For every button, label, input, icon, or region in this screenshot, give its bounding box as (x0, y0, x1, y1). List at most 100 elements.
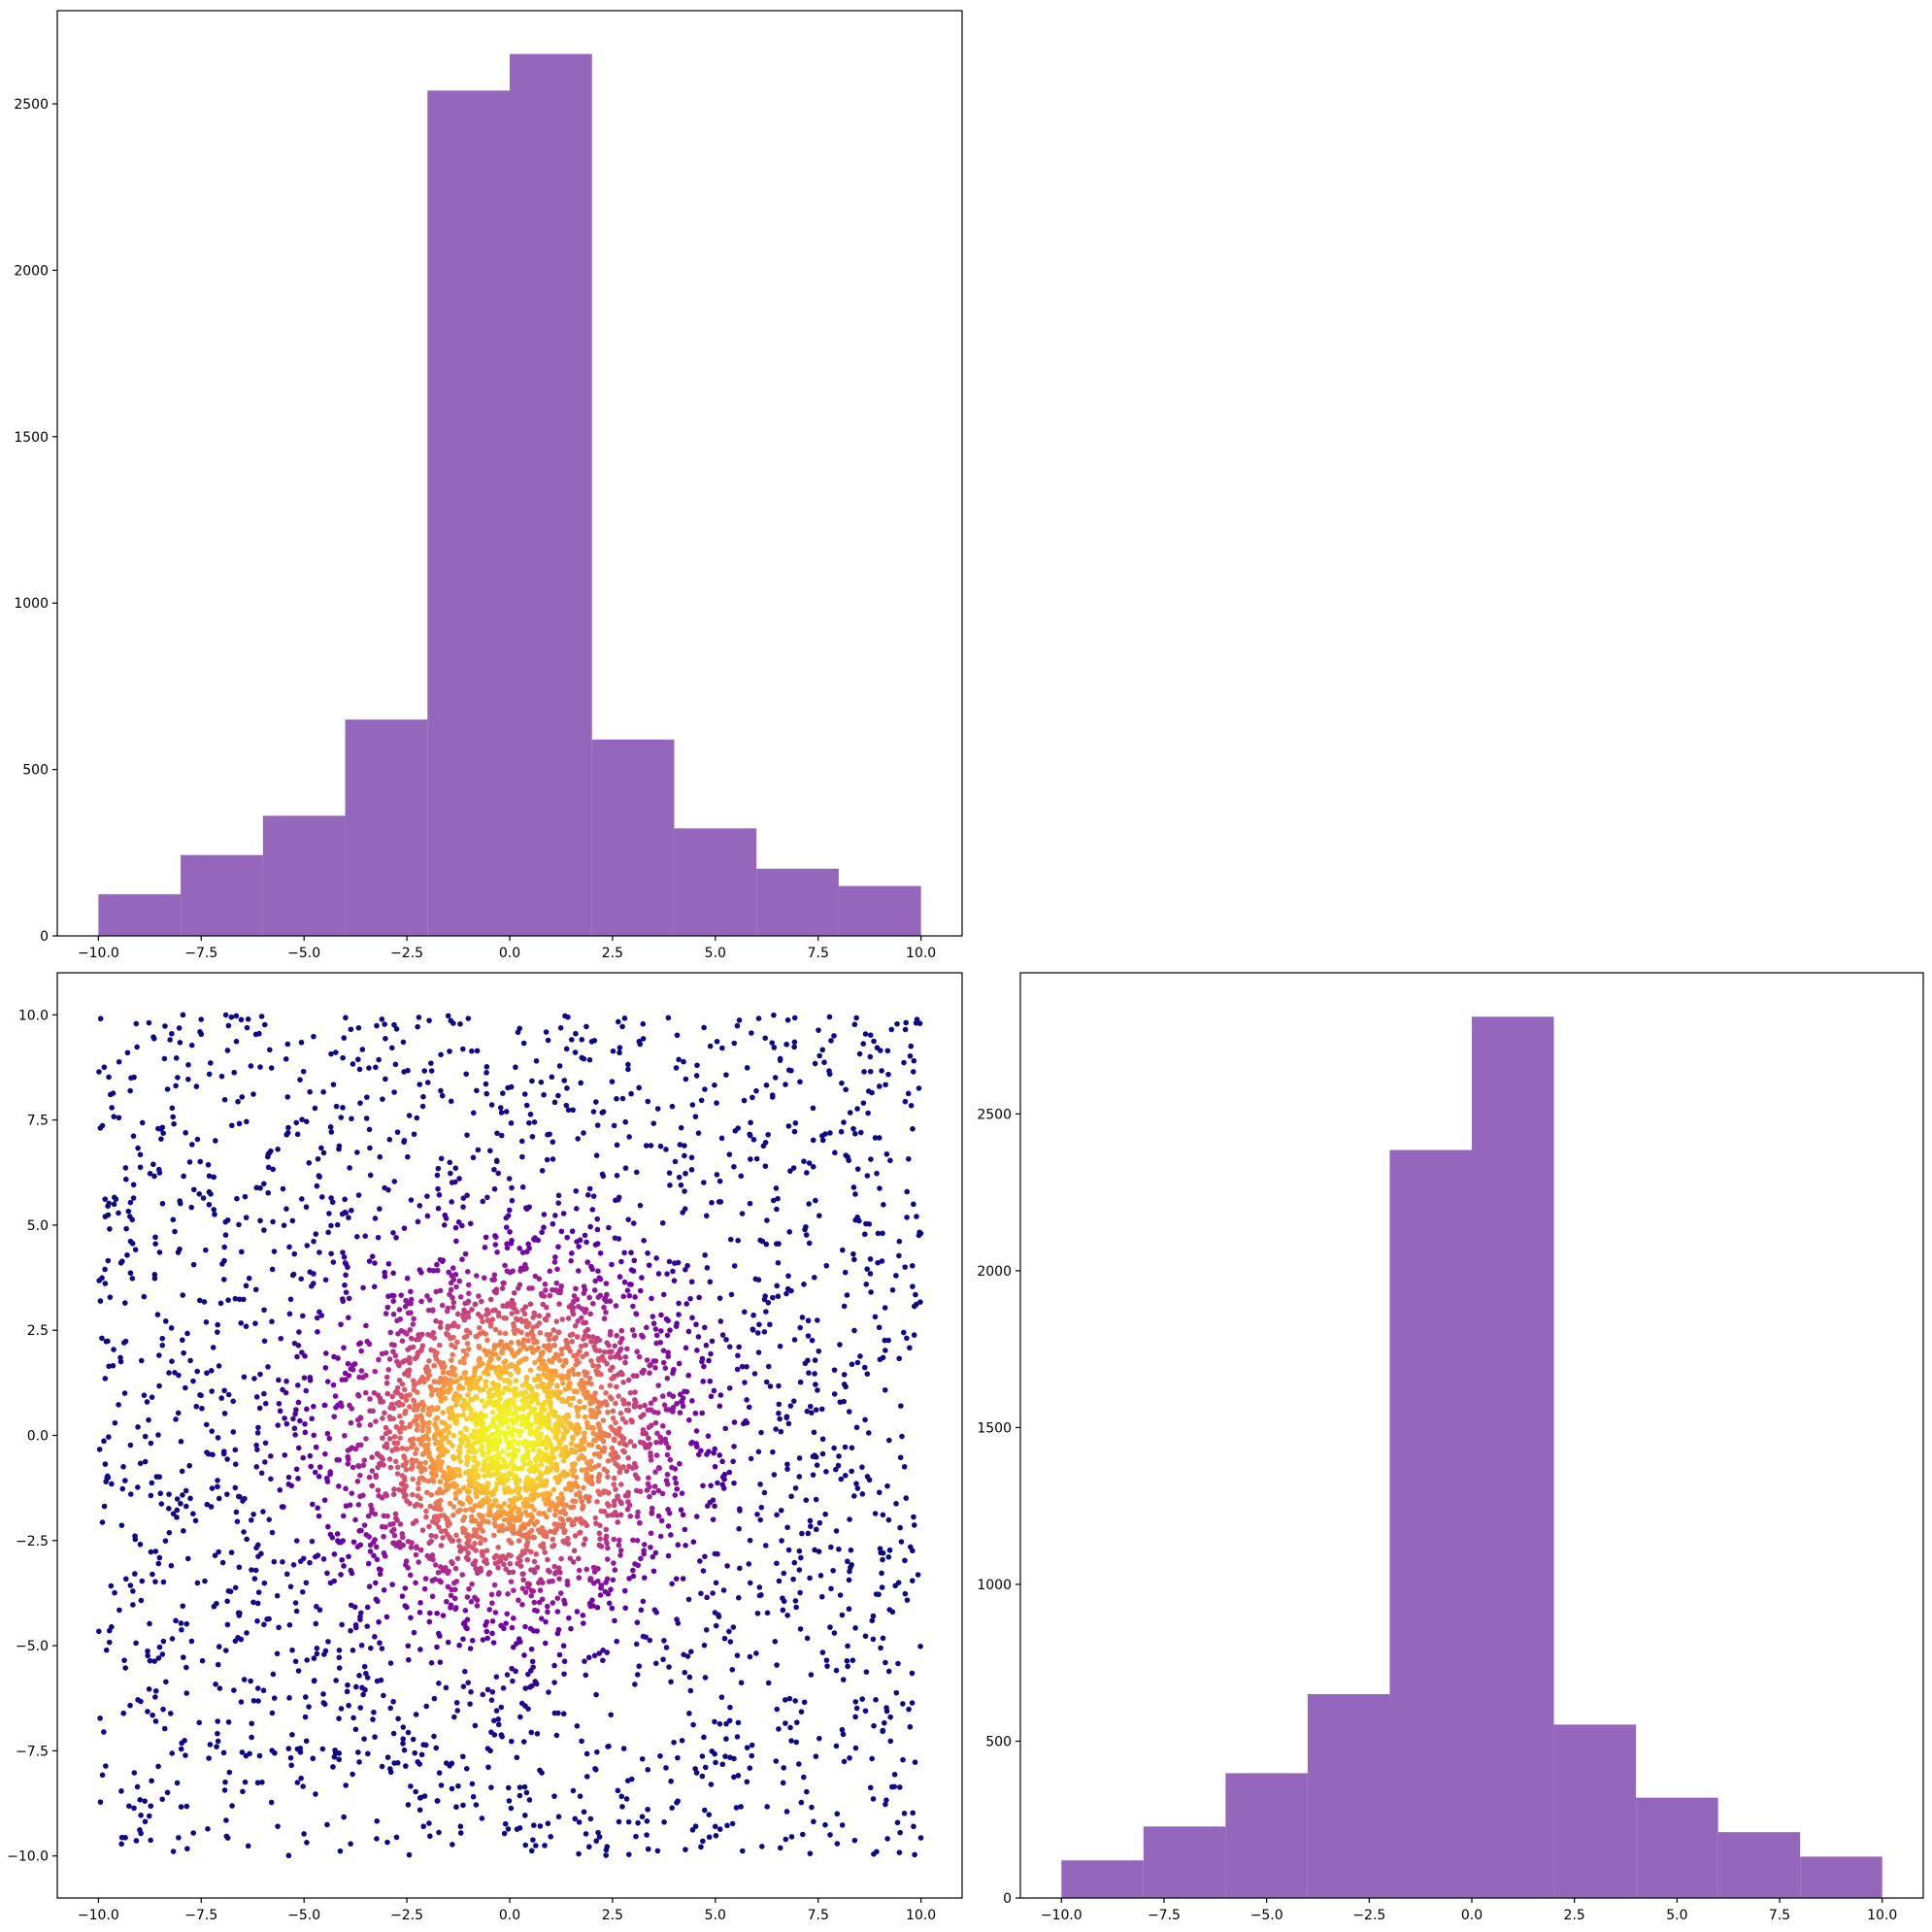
scatter-point (110, 1362, 117, 1369)
scatter-point (470, 1507, 476, 1514)
scatter-point (522, 1685, 529, 1691)
scatter-point (492, 1498, 499, 1504)
scatter-point (506, 1537, 513, 1544)
scatter-point (222, 1012, 229, 1018)
scatter-point (528, 1345, 535, 1351)
scatter-point (772, 1075, 779, 1081)
scatter-point (535, 1400, 542, 1407)
scatter-point (111, 1114, 117, 1119)
scatter-point (461, 1668, 468, 1675)
scatter-point (307, 1452, 314, 1459)
scatter-point (346, 1456, 351, 1462)
scatter-point (638, 1607, 645, 1614)
scatter-point (449, 1357, 454, 1363)
scatter-point (784, 1016, 791, 1023)
scatter-point (476, 1345, 483, 1350)
scatter-point (625, 1061, 631, 1068)
scatter-point (401, 1225, 408, 1231)
scatter-point (222, 1232, 229, 1238)
scatter-point (720, 1587, 727, 1593)
scatter-point (723, 1072, 729, 1078)
scatter-point (784, 1613, 790, 1618)
scatter-point (560, 1434, 566, 1441)
scatter-point (668, 1532, 674, 1538)
scatter-point (556, 1063, 563, 1069)
scatter-point (487, 1512, 494, 1518)
scatter-point (893, 1273, 899, 1279)
scatter-point (626, 1463, 632, 1470)
scatter-point (637, 1041, 644, 1048)
scatter-point (320, 1088, 326, 1095)
scatter-point (129, 1240, 136, 1247)
scatter-point (224, 1456, 230, 1462)
scatter-point (529, 1133, 536, 1140)
scatter-point (372, 1260, 378, 1266)
scatter-point (339, 1621, 345, 1628)
scatter-point (545, 1374, 550, 1381)
scatter-point (555, 1394, 561, 1401)
scatter-point (774, 1706, 781, 1713)
scatter-point (174, 1780, 181, 1786)
scatter-point (349, 1207, 354, 1214)
scatter-point (374, 1556, 381, 1563)
scatter-point (250, 1511, 256, 1517)
scatter-point (593, 1838, 600, 1845)
scatter-point (288, 1762, 294, 1769)
scatter-point (606, 1224, 612, 1231)
scatter-point (556, 1473, 563, 1480)
scatter-point (902, 1098, 909, 1105)
scatter-point (865, 1430, 872, 1436)
scatter-point (500, 1553, 506, 1559)
scatter-point (130, 1588, 136, 1594)
scatter-point (379, 1494, 385, 1501)
scatter-point (155, 1432, 161, 1438)
scatter-point (716, 1295, 723, 1301)
scatter-point (771, 1045, 778, 1050)
scatter-point (311, 1033, 316, 1040)
scatter-point (559, 1380, 566, 1386)
scatter-point (567, 1555, 574, 1561)
scatter-point (649, 1295, 654, 1302)
scatter-point (781, 1765, 786, 1771)
scatter-point (440, 1535, 446, 1541)
scatter-point (639, 1755, 646, 1762)
scatter-point (416, 1460, 423, 1467)
scatter-point (791, 1128, 798, 1135)
scatter-point (553, 1526, 560, 1532)
scatter-point (546, 1368, 552, 1375)
scatter-point (512, 1330, 517, 1337)
scatter-point (748, 1156, 753, 1162)
scatter-point (480, 1637, 486, 1643)
scatter-point (282, 1451, 288, 1458)
scatter-point (342, 1282, 348, 1288)
scatter-point (709, 1199, 715, 1206)
scatter-point (809, 1804, 815, 1811)
scatter-point (572, 1322, 579, 1329)
scatter-point (438, 1441, 445, 1448)
scatter-point (712, 1823, 718, 1830)
scatter-point (499, 1349, 505, 1356)
scatter-point (544, 1156, 550, 1163)
scatter-point (390, 1270, 396, 1277)
scatter-point (397, 1429, 403, 1435)
scatter-point (640, 1598, 647, 1605)
scatter-point (384, 1754, 391, 1760)
scatter-point (403, 1763, 409, 1769)
scatter-point (257, 1217, 263, 1224)
scatter-point (438, 1087, 444, 1094)
scatter-point (648, 1143, 654, 1149)
scatter-point (690, 1539, 697, 1545)
scatter-point (792, 1484, 799, 1491)
scatter-point (487, 1296, 494, 1303)
scatter-point (726, 1469, 733, 1476)
scatter-point (659, 1490, 666, 1497)
scatter-point (513, 1668, 518, 1675)
scatter-point (665, 1552, 672, 1559)
scatter-point (817, 1573, 824, 1579)
scatter-point (322, 1365, 329, 1371)
scatter-point (661, 1402, 668, 1408)
scatter-point (433, 1745, 440, 1751)
scatter-point (212, 1212, 217, 1217)
scatter-point (269, 1266, 276, 1273)
scatter-point (678, 1124, 684, 1131)
